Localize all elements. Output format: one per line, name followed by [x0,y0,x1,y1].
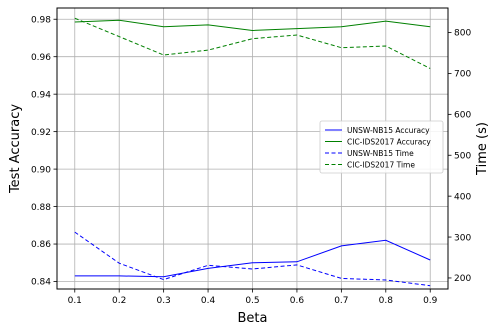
x-tick-label: 0.2 [112,296,126,306]
y-left-tick-label: 0.94 [31,90,51,100]
y-left-tick-label: 0.84 [31,278,51,288]
x-tick-label: 0.5 [245,296,259,306]
legend-entry: UNSW-NB15 Accuracy [347,126,430,135]
x-tick-label: 0.7 [334,296,348,306]
y-right-tick-label: 500 [454,151,471,161]
y-left-tick-label: 0.96 [31,53,51,63]
x-tick-label: 0.1 [68,296,82,306]
x-axis-label: Beta [238,311,268,324]
legend-entry: CIC-IDS2017 Accuracy [347,137,431,146]
y-axis-right-label: Time (s) [475,122,490,176]
y-left-tick-label: 0.92 [31,128,51,138]
y-left-tick-label: 0.90 [31,165,51,175]
series-line-3 [74,231,431,287]
y-left-tick-label: 0.86 [31,240,51,250]
legend: UNSW-NB15 Accuracy CIC-IDS2017 Accuracy UN… [319,120,444,174]
series-line-4 [74,17,431,69]
x-tick-label: 0.6 [290,296,305,306]
series-layer [74,17,431,287]
x-tick-label: 0.9 [423,296,438,306]
x-tick-label: 0.4 [201,296,216,306]
legend-entry: CIC-IDS2017 Time [347,160,415,169]
y-axis-left-label: Test Accuracy [8,104,23,194]
series-line-2 [74,19,431,32]
legend-entry: UNSW-NB15 Time [347,149,414,158]
y-left-tick-label: 0.98 [31,15,51,25]
series-line-1 [74,239,431,278]
y-left-tick-label: 0.88 [31,203,51,213]
y-right-tick-label: 400 [454,192,471,202]
ticks: 0.1 0.2 0.3 0.4 0.5 0.6 0.7 0.8 0.9 0.84 0.86 0.88 0… [31,15,471,306]
x-tick-label: 0.8 [379,296,394,306]
y-right-tick-label: 600 [454,111,471,121]
x-tick-label: 0.3 [156,296,170,306]
y-right-tick-label: 800 [454,29,471,39]
y-right-tick-label: 300 [454,233,471,243]
y-right-tick-label: 700 [454,70,471,80]
legend-box [319,120,444,174]
y-right-tick-label: 200 [454,274,471,284]
